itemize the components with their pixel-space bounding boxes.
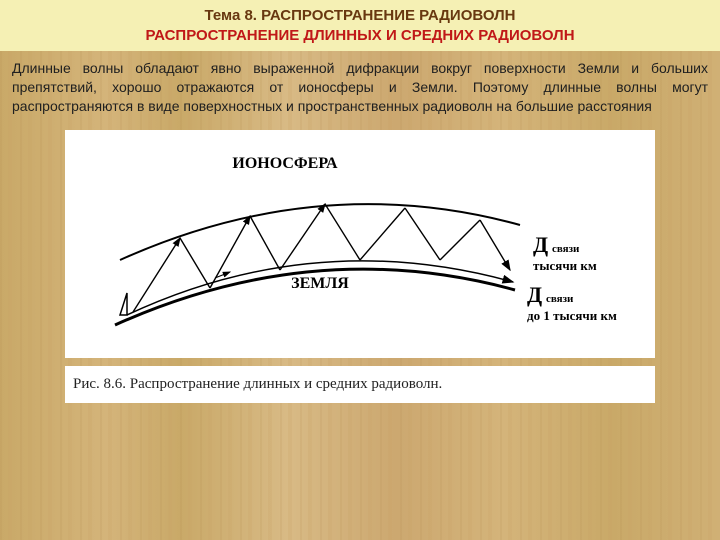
svg-text:Д: Д: [527, 282, 542, 307]
body-paragraph: Длинные волны обладают явно выраженной д…: [0, 51, 720, 126]
svg-text:ИОНОСФЕРА: ИОНОСФЕРА: [232, 155, 338, 172]
svg-text:тысячи км: тысячи км: [533, 258, 597, 273]
figure-caption: Рис. 8.6. Распространение длинных и сред…: [65, 366, 655, 403]
wave-propagation-diagram: ИОНОСФЕРАЗЕМЛЯДсвязитысячи кмДсвязидо 1 …: [65, 130, 655, 358]
svg-text:до 1 тысячи км: до 1 тысячи км: [527, 308, 617, 323]
figure-container: ИОНОСФЕРАЗЕМЛЯДсвязитысячи кмДсвязидо 1 …: [65, 130, 655, 403]
topic-title: РАСПРОСТРАНЕНИЕ РАДИОВОЛН: [261, 7, 515, 24]
slide-header: Тема 8. РАСПРОСТРАНЕНИЕ РАДИОВОЛН РАСПРО…: [0, 0, 720, 51]
svg-text:связи: связи: [552, 243, 580, 255]
topic-prefix: Тема 8.: [205, 7, 262, 24]
svg-text:Д: Д: [533, 232, 548, 257]
svg-text:ЗЕМЛЯ: ЗЕМЛЯ: [291, 275, 349, 292]
header-subtitle: РАСПРОСТРАНЕНИЕ ДЛИННЫХ И СРЕДНИХ РАДИОВ…: [10, 26, 710, 46]
header-topic: Тема 8. РАСПРОСТРАНЕНИЕ РАДИОВОЛН: [10, 6, 710, 26]
diagram-svg: ИОНОСФЕРАЗЕМЛЯДсвязитысячи кмДсвязидо 1 …: [65, 130, 655, 358]
svg-text:связи: связи: [546, 293, 574, 305]
